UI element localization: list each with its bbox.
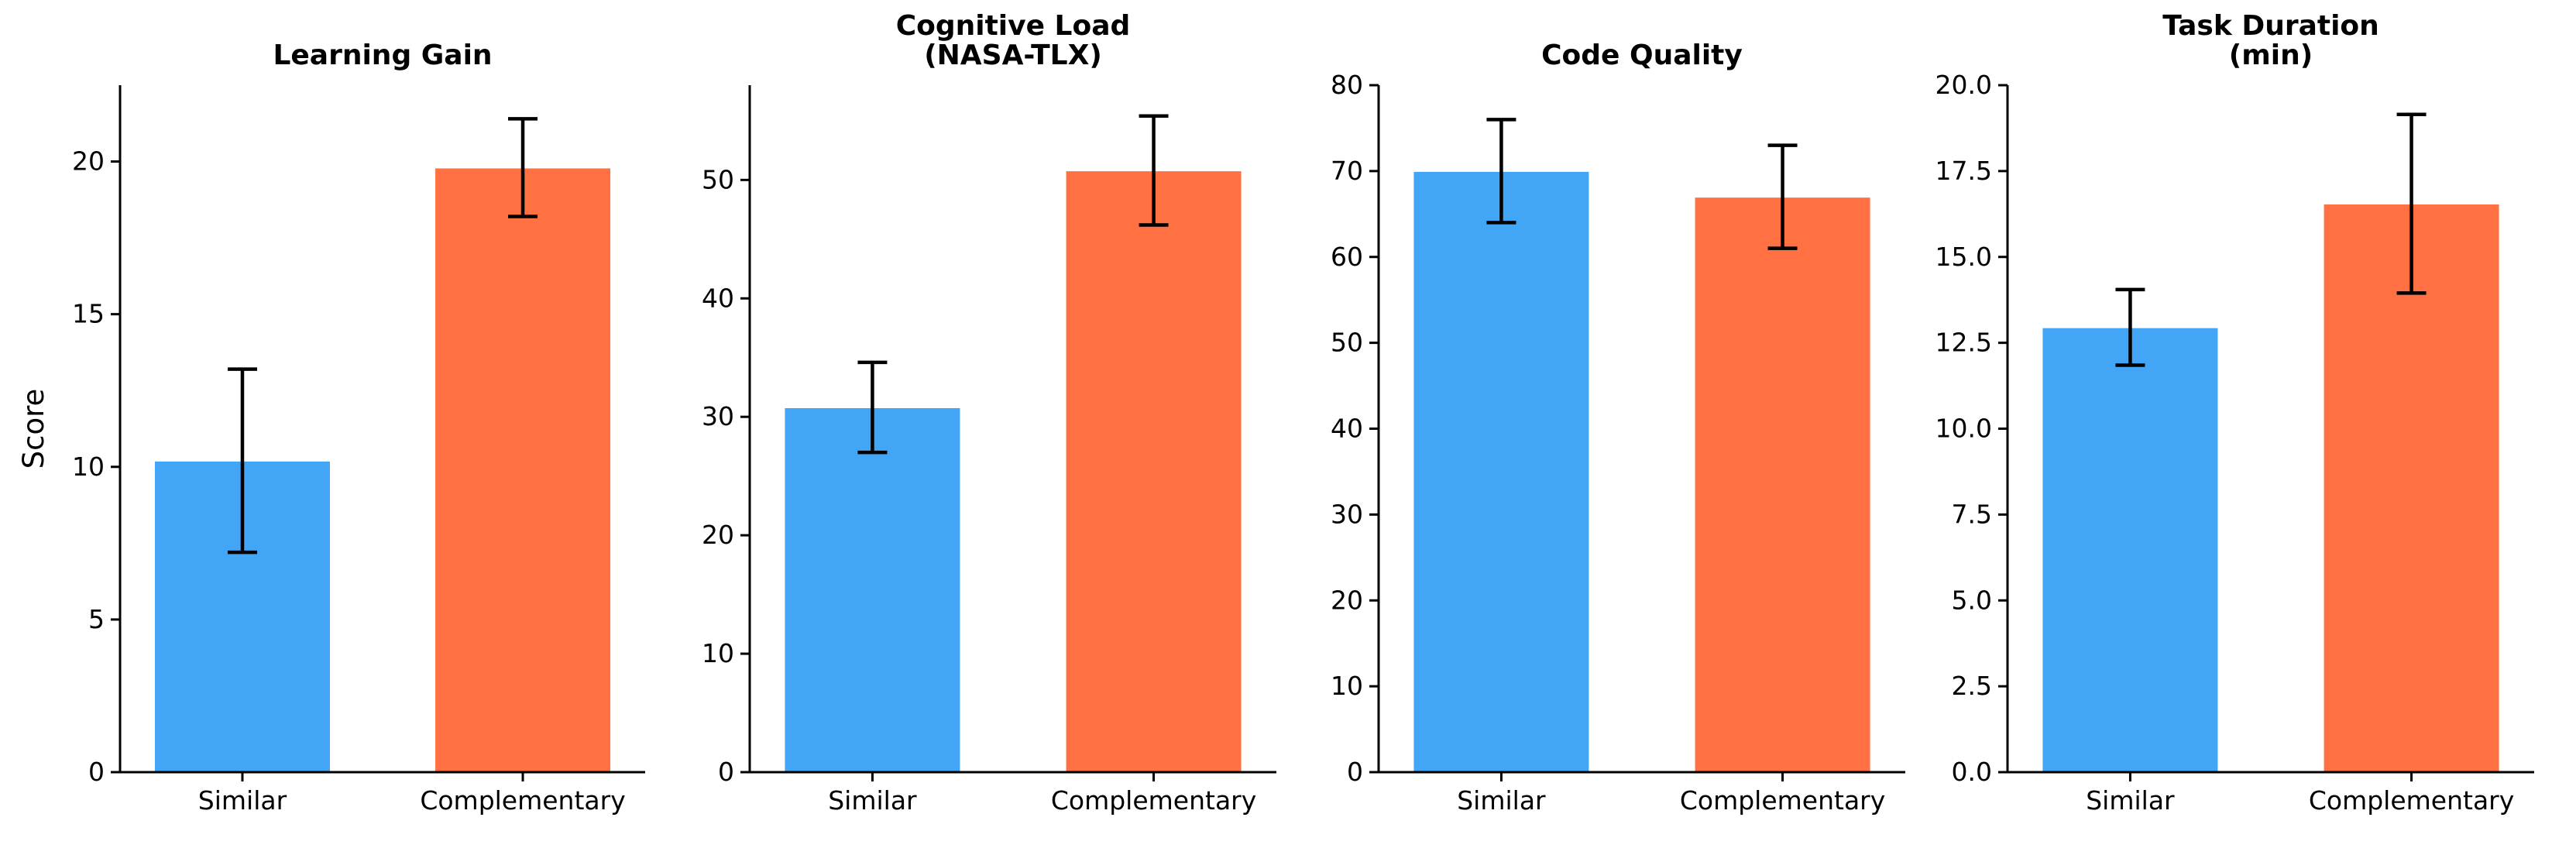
y-tick-label: 70	[1331, 156, 1363, 186]
chart-panel: 0.0 2.5 5.0 7.5 10.0 12.5 15.0 17.5 20.0 Similar C…	[1935, 10, 2534, 816]
chart-title-line: Cognitive Load	[896, 10, 1131, 42]
x-tick-label: Complementary	[2309, 785, 2514, 816]
y-tick-label: 10.0	[1935, 414, 1992, 444]
y-tick-label: 7.5	[1952, 499, 1992, 529]
chart-title: Cognitive Load (NASA-TLX)	[896, 10, 1131, 71]
y-tick-label: 5	[88, 604, 105, 634]
y-tick-label: 20	[702, 520, 734, 550]
y-tick-label: 0	[718, 757, 734, 787]
y-tick-label: 50	[702, 164, 734, 194]
y-tick-label: 60	[1331, 242, 1363, 272]
chart-title: Task Duration (min)	[2162, 10, 2379, 71]
x-tick-label: Complementary	[1680, 785, 1885, 816]
chart-title-line: (NASA-TLX)	[924, 39, 1102, 71]
x-tick-label: Complementary	[420, 785, 625, 816]
y-tick-label: 10	[1331, 671, 1363, 701]
y-axis-label: Score	[17, 389, 50, 469]
chart-title-line: Code Quality	[1541, 39, 1743, 71]
chart-panel: 0 5 10 15 20 Similar Complementary Learning Gai…	[17, 39, 645, 816]
x-tick-label: Similar	[198, 785, 287, 816]
y-tick-label: 80	[1331, 70, 1363, 100]
y-tick-label: 5.0	[1952, 585, 1992, 615]
chart-panel: 0 10 20 30 40 50 60 70 80 Similar Complementary Cod…	[1331, 39, 1905, 816]
x-tick-label: Similar	[1457, 785, 1546, 816]
y-tick-label: 10	[72, 452, 105, 482]
x-tick-label: Similar	[828, 785, 917, 816]
y-tick-label: 0	[88, 757, 105, 787]
y-tick-label: 50	[1331, 328, 1363, 358]
chart-panel: 0 10 20 30 40 50 Similar Complementary Cognitive…	[702, 10, 1276, 816]
y-tick-label: 15.0	[1935, 242, 1992, 272]
y-tick-label: 40	[702, 283, 734, 313]
bar-complementary	[1064, 170, 1243, 773]
chart-title-line: Task Duration	[2162, 10, 2379, 42]
y-tick-label: 40	[1331, 414, 1363, 444]
bar-similar	[2041, 326, 2220, 774]
bar-similar	[783, 406, 962, 773]
bar-complementary	[2322, 203, 2501, 773]
chart-title: Code Quality	[1541, 39, 1743, 71]
y-tick-label: 20.0	[1935, 70, 1992, 100]
y-tick-label: 0.0	[1952, 757, 1992, 787]
y-tick-label: 15	[72, 299, 105, 329]
bar-complementary	[1693, 196, 1872, 773]
chart-title-line: Learning Gain	[273, 39, 492, 71]
chart-title-line: (min)	[2229, 39, 2313, 71]
y-tick-label: 20	[72, 146, 105, 177]
y-tick-label: 12.5	[1935, 328, 1992, 358]
y-tick-label: 30	[702, 401, 734, 431]
y-tick-label: 30	[1331, 499, 1363, 529]
y-tick-label: 20	[1331, 585, 1363, 615]
y-tick-label: 17.5	[1935, 156, 1992, 186]
y-tick-label: 0	[1347, 757, 1363, 787]
y-tick-label: 10	[702, 638, 734, 668]
chart-title: Learning Gain	[273, 39, 492, 71]
bar-similar	[1412, 170, 1591, 773]
y-tick-label: 2.5	[1952, 671, 1992, 701]
x-tick-label: Similar	[2086, 785, 2175, 816]
x-tick-label: Complementary	[1051, 785, 1256, 816]
bar-complementary	[434, 167, 613, 773]
